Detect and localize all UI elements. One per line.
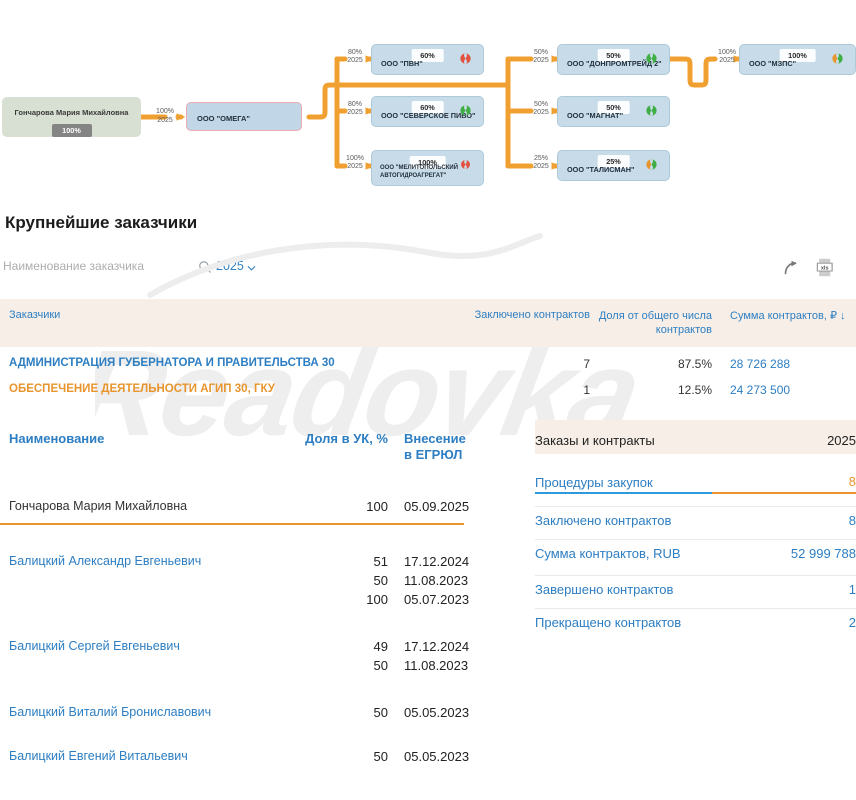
svg-text:xls: xls	[821, 265, 829, 271]
